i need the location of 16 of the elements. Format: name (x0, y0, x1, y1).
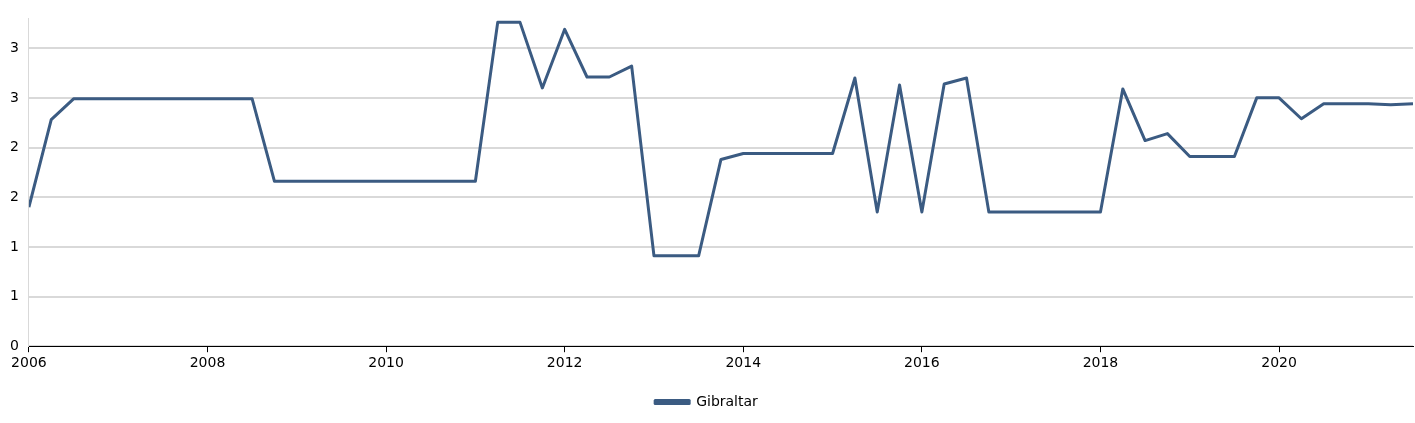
x-tick-label: 2018 (1082, 354, 1119, 371)
x-tick-label: 2008 (189, 354, 226, 371)
y-tick-label: 3 (9, 88, 19, 105)
y-tick-label: 2 (9, 187, 19, 204)
x-tick-label: 2014 (725, 354, 762, 371)
y-tick-label: 2 (9, 138, 19, 155)
y-tick-label: 1 (9, 287, 19, 304)
x-tick-label: 2012 (546, 354, 583, 371)
legend-label: Gibraltar (696, 392, 759, 409)
x-tick-label: 2020 (1261, 354, 1297, 371)
y-tick-label: 3 (9, 38, 19, 55)
x-tick-label: 2016 (904, 354, 940, 371)
x-tick-label: 2006 (11, 354, 47, 371)
y-tick-label: 1 (9, 237, 19, 254)
y-tick-label: 0 (9, 336, 19, 353)
x-tick-label: 2010 (368, 354, 404, 371)
